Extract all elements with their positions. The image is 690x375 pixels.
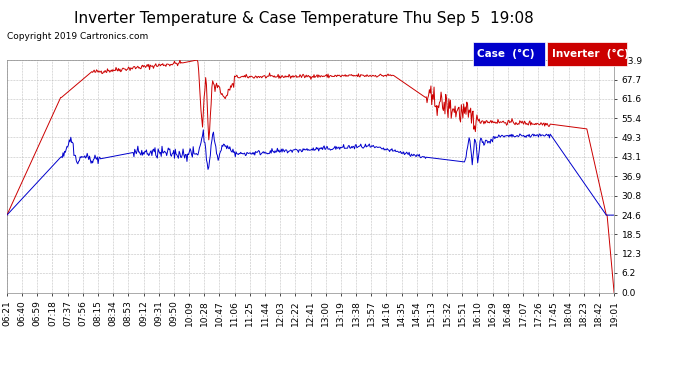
Text: Inverter Temperature & Case Temperature Thu Sep 5  19:08: Inverter Temperature & Case Temperature … [74, 11, 533, 26]
Text: Copyright 2019 Cartronics.com: Copyright 2019 Cartronics.com [7, 32, 148, 41]
Text: Inverter  (°C): Inverter (°C) [552, 49, 629, 58]
Text: Case  (°C): Case (°C) [477, 49, 535, 58]
